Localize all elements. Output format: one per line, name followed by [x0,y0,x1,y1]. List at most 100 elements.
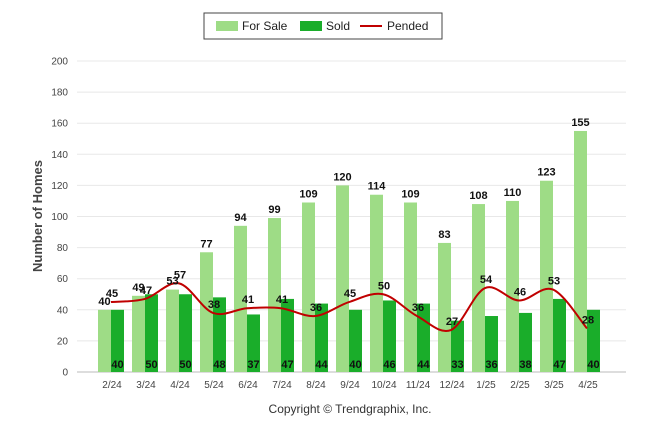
label-for-sale: 94 [234,212,247,224]
label-pended: 36 [310,302,322,314]
label-for-sale: 53 [166,276,178,288]
y-axis-title: Number of Homes [30,160,45,272]
y-tick-label: 40 [57,305,69,316]
label-for-sale: 109 [401,189,419,201]
bar-sold [315,303,328,372]
y-tick-label: 60 [57,274,69,285]
bar-for-sale [98,309,111,372]
label-pended: 45 [344,288,356,300]
bar-sold [145,294,158,372]
label-pended: 41 [276,294,288,306]
bar-sold [383,300,396,372]
y-tick-label: 0 [62,368,68,379]
x-tick-label: 2/25 [510,380,530,391]
label-sold: 36 [485,359,497,371]
bar-for-sale [268,218,281,372]
bar-sold [485,316,498,372]
label-pended: 47 [140,285,152,297]
bar-for-sale [200,252,213,372]
x-tick-label: 2/24 [102,380,122,391]
label-for-sale: 49 [132,282,144,294]
pended-line-path [110,282,588,332]
label-for-sale: 123 [537,167,555,179]
legend-swatch-for-sale [216,21,238,31]
label-sold: 37 [247,359,259,371]
label-for-sale: 83 [438,229,450,241]
legend: For Sale Sold Pended [203,12,443,40]
x-tick-label: 10/24 [371,380,396,391]
label-pended: 53 [548,276,560,288]
bar-sold [451,320,464,372]
bar-for-sale [404,202,417,372]
label-for-sale: 120 [333,171,351,183]
label-sold: 48 [213,359,225,371]
label-pended: 50 [378,280,390,292]
y-tick-label: 20 [57,336,69,347]
label-sold: 40 [111,359,123,371]
bar-for-sale [370,194,383,372]
y-tick-label: 80 [57,243,69,254]
legend-label-sold: Sold [326,19,350,33]
bar-sold [519,312,532,372]
data-labels: 40 40 49 50 53 50 77 48 94 37 99 47 109 44 120 40 114 46 1… [98,117,599,371]
bar-for-sale [234,225,247,372]
label-for-sale: 109 [299,189,317,201]
bar-sold [111,309,124,372]
bar-for-sale [506,200,519,372]
label-pended: 28 [582,314,594,326]
pended-line [110,282,588,332]
x-tick-label: 3/25 [544,380,564,391]
label-pended: 38 [208,299,220,311]
bar-for-sale [540,180,553,372]
label-for-sale: 99 [268,204,280,216]
x-tick-label: 3/24 [136,380,156,391]
x-tick-label: 4/25 [578,380,598,391]
label-sold: 38 [519,359,531,371]
bar-sold [247,314,260,372]
label-sold: 44 [417,359,430,371]
label-pended: 36 [412,302,424,314]
x-tick-label: 11/24 [406,380,431,391]
label-pended: 46 [514,286,526,298]
label-for-sale: 77 [200,238,212,250]
bar-sold [553,298,566,372]
y-tick-label: 200 [51,57,68,68]
label-for-sale: 114 [368,181,387,193]
bar-for-sale [166,289,179,372]
x-axis-ticks: 2/24 3/24 4/24 5/24 6/24 7/24 8/24 9/24 10/24 11/… [102,380,598,391]
label-sold: 44 [315,359,328,371]
y-tick-label: 120 [51,181,68,192]
label-for-sale: 108 [469,190,487,202]
y-tick-label: 100 [51,212,68,223]
label-for-sale: 40 [98,296,110,308]
y-tick-label: 140 [51,150,68,161]
label-sold: 40 [587,359,599,371]
bar-for-sale [438,242,451,372]
bar-sold [179,294,192,372]
x-tick-label: 5/24 [204,380,224,391]
bar-for-sale [336,185,349,372]
label-pended: 57 [174,269,186,281]
x-tick-label: 12/24 [439,380,464,391]
legend-label-pended: Pended [387,19,428,33]
label-pended: 27 [446,316,458,328]
y-axis-ticks: 0 20 40 60 80 100 120 140 160 180 200 [51,57,68,379]
label-sold: 50 [145,359,157,371]
x-tick-label: 4/24 [170,380,190,391]
legend-swatch-sold [300,21,322,31]
x-tick-label: 8/24 [306,380,326,391]
bars [98,130,600,372]
label-pended: 54 [480,274,493,286]
y-tick-label: 180 [51,88,68,99]
label-sold: 50 [179,359,191,371]
label-sold: 47 [553,359,565,371]
label-sold: 33 [451,359,463,371]
label-sold: 47 [281,359,293,371]
copyright-footer: Copyright © Trendgraphix, Inc. [269,402,432,416]
legend-label-for-sale: For Sale [242,19,288,33]
label-sold: 40 [349,359,361,371]
bar-for-sale [574,130,587,372]
label-for-sale: 155 [571,117,589,129]
x-tick-label: 7/24 [272,380,292,391]
